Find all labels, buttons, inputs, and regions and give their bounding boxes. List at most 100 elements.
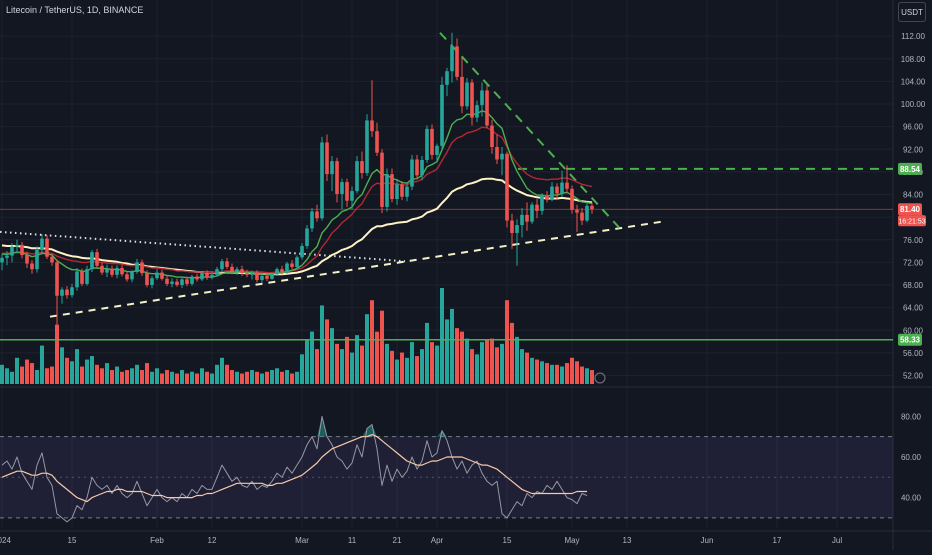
- countdown-badge: [898, 215, 926, 227]
- candle-body: [130, 272, 134, 280]
- rsi-tick-label: 60.00: [901, 453, 922, 462]
- candle-body: [245, 273, 249, 275]
- candle-body: [65, 289, 69, 296]
- candle-body: [300, 245, 304, 258]
- volume-bar: [405, 357, 409, 384]
- candle-body: [565, 182, 569, 189]
- volume-bar: [120, 371, 124, 384]
- volume-bar: [560, 366, 564, 384]
- time-tick-label: 15: [503, 536, 512, 545]
- volume-bar: [460, 331, 464, 384]
- volume-bar: [170, 371, 174, 384]
- volume-bar: [440, 288, 444, 384]
- price-tick-label: 72.00: [903, 258, 924, 267]
- volume-bar: [10, 371, 14, 384]
- price-tick-label: 112.00: [901, 32, 925, 41]
- candle-body: [25, 255, 29, 264]
- volume-bar: [105, 363, 109, 384]
- volume-bar: [505, 300, 509, 384]
- price-tick-label: 68.00: [903, 281, 924, 290]
- volume-bar: [360, 345, 364, 384]
- candle-body: [400, 184, 404, 197]
- volume-bar: [540, 361, 544, 384]
- volume-bar: [420, 349, 424, 384]
- candle-body: [260, 275, 264, 280]
- candle-body: [505, 153, 509, 221]
- candle-body: [360, 161, 364, 174]
- volume-bar: [205, 371, 209, 384]
- volume-bar: [410, 342, 414, 384]
- volume-bar: [295, 371, 299, 384]
- candle-body: [340, 182, 344, 194]
- candle-body: [580, 212, 584, 221]
- volume-bar: [55, 324, 59, 384]
- candle-body: [585, 205, 589, 221]
- volume-bar: [390, 350, 394, 384]
- volume-bar: [450, 308, 454, 384]
- price-tick-label: 104.00: [901, 77, 926, 86]
- volume-bar: [370, 300, 374, 384]
- candle-body: [0, 257, 4, 263]
- candle-body: [560, 182, 564, 194]
- volume-bar: [355, 335, 359, 384]
- time-tick-label: Mar: [295, 536, 309, 545]
- time-tick-label: 13: [623, 536, 632, 545]
- price-tick-label: 52.00: [903, 372, 924, 381]
- volume-bar: [145, 363, 149, 384]
- candle-body: [270, 274, 274, 279]
- price-tick-label: 100.00: [901, 100, 926, 109]
- candle-body: [435, 145, 439, 155]
- candle-body: [135, 262, 139, 273]
- volume-bar: [395, 359, 399, 384]
- volume-bar: [525, 352, 529, 384]
- candle-body: [205, 273, 209, 278]
- currency-selector[interactable]: USDT: [898, 2, 926, 22]
- volume-bar: [490, 338, 494, 384]
- volume-bar: [350, 352, 354, 384]
- price-badge-label: 88.54: [900, 165, 921, 174]
- candle-body: [115, 268, 119, 275]
- volume-bar: [165, 370, 169, 384]
- volume-bar: [110, 370, 114, 384]
- volume-bar: [380, 310, 384, 384]
- volume-bar: [455, 328, 459, 384]
- candle-body: [175, 281, 179, 286]
- candle-body: [30, 263, 34, 270]
- candle-body: [250, 272, 254, 275]
- candle-body: [195, 276, 199, 280]
- volume-bar: [535, 359, 539, 384]
- volume-bar: [90, 356, 94, 384]
- candle-body: [365, 120, 369, 174]
- candle-body: [220, 261, 224, 270]
- candle-body: [540, 195, 544, 211]
- volume-bar: [100, 368, 104, 384]
- candle-body: [285, 263, 289, 273]
- candle-body: [75, 271, 79, 288]
- candle-body: [410, 159, 414, 187]
- volume-bar: [230, 370, 234, 384]
- volume-bar: [225, 364, 229, 384]
- candle-body: [275, 269, 279, 275]
- candle-body: [550, 186, 554, 200]
- volume-bar: [555, 364, 559, 384]
- candle-body: [370, 120, 374, 132]
- candle-body: [515, 225, 519, 233]
- volume-bar: [5, 368, 9, 384]
- volume-bar: [80, 366, 84, 384]
- volume-bar: [585, 368, 589, 384]
- volume-bar: [590, 370, 594, 384]
- volume-bars: [0, 288, 594, 384]
- candle-body: [555, 186, 559, 194]
- volume-bar: [255, 371, 259, 384]
- price-tick-label: 56.00: [903, 349, 924, 358]
- volume-bar: [250, 370, 254, 384]
- ema-long-line: [1, 177, 593, 276]
- replay-icon: [594, 372, 606, 384]
- volume-bar: [70, 361, 74, 384]
- price-tick-label: 92.00: [903, 145, 924, 154]
- volume-bar: [495, 347, 499, 384]
- volume-bar: [575, 361, 579, 384]
- price-tick-label: 60.00: [903, 326, 924, 335]
- price-badge: [898, 333, 922, 346]
